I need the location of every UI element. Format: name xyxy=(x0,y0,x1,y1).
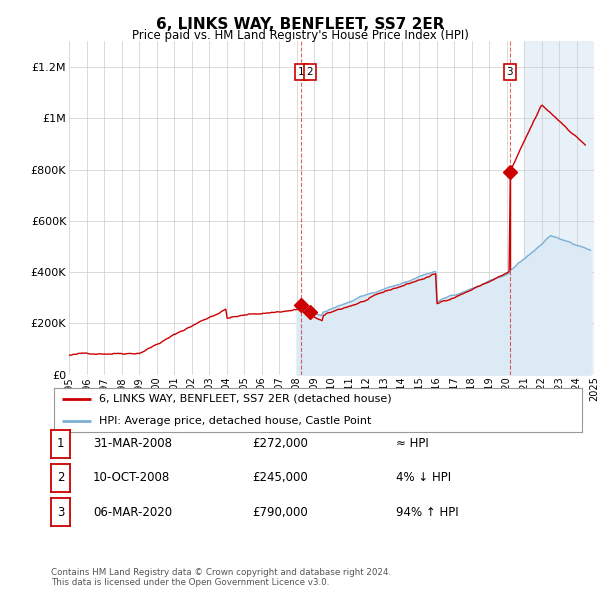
Text: 3: 3 xyxy=(506,67,513,77)
Text: 1: 1 xyxy=(57,437,64,450)
Text: 94% ↑ HPI: 94% ↑ HPI xyxy=(396,506,458,519)
Text: 10-OCT-2008: 10-OCT-2008 xyxy=(93,471,170,484)
Text: 3: 3 xyxy=(57,506,64,519)
Text: HPI: Average price, detached house, Castle Point: HPI: Average price, detached house, Cast… xyxy=(99,416,371,426)
Text: 06-MAR-2020: 06-MAR-2020 xyxy=(93,506,172,519)
Text: £245,000: £245,000 xyxy=(252,471,308,484)
Text: 2: 2 xyxy=(307,67,313,77)
Bar xyxy=(524,41,594,375)
Text: 6, LINKS WAY, BENFLEET, SS7 2ER (detached house): 6, LINKS WAY, BENFLEET, SS7 2ER (detache… xyxy=(99,394,392,404)
Text: £790,000: £790,000 xyxy=(252,506,308,519)
Text: ≈ HPI: ≈ HPI xyxy=(396,437,429,450)
Text: 6, LINKS WAY, BENFLEET, SS7 2ER: 6, LINKS WAY, BENFLEET, SS7 2ER xyxy=(156,17,444,31)
Text: 4% ↓ HPI: 4% ↓ HPI xyxy=(396,471,451,484)
Text: Price paid vs. HM Land Registry's House Price Index (HPI): Price paid vs. HM Land Registry's House … xyxy=(131,30,469,42)
Text: 31-MAR-2008: 31-MAR-2008 xyxy=(93,437,172,450)
Text: Contains HM Land Registry data © Crown copyright and database right 2024.
This d: Contains HM Land Registry data © Crown c… xyxy=(51,568,391,587)
Text: 1: 1 xyxy=(298,67,304,77)
Text: £272,000: £272,000 xyxy=(252,437,308,450)
Text: 2: 2 xyxy=(57,471,64,484)
